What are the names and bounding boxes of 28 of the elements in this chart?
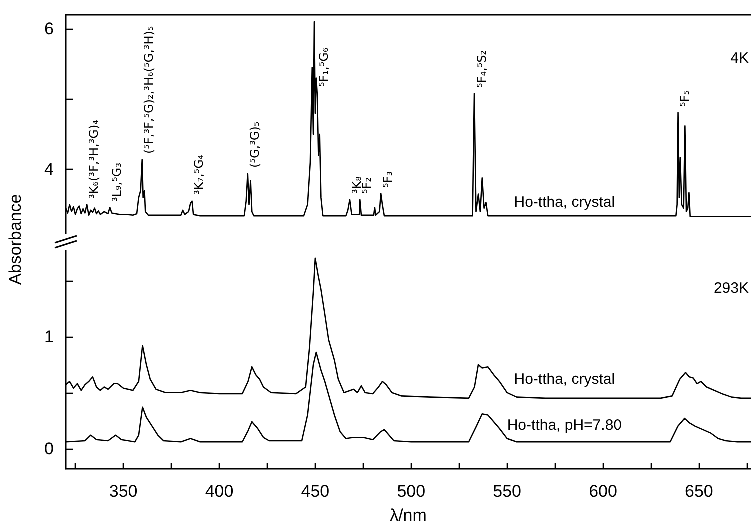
annotation: 293K xyxy=(714,280,749,297)
x-tick-label: 650 xyxy=(685,482,714,501)
series-label: Ho-ttha, pH=7.80 xyxy=(507,416,622,434)
y-tick-label: 1 xyxy=(44,327,54,346)
annotation: ⁵F₁,⁵G₆ xyxy=(317,48,332,88)
annotation: 4K xyxy=(730,50,749,67)
x-tick-label: 500 xyxy=(397,482,426,501)
y-axis-title: Absorbance xyxy=(6,194,26,286)
annotation: ⁵F₄,⁵S₂ xyxy=(474,50,488,88)
annotation: ⁵F₅ xyxy=(678,90,692,107)
y-tick-label: 0 xyxy=(44,439,54,458)
annotation: (⁵G,³G)₅ xyxy=(248,122,262,168)
y-tick-label: 6 xyxy=(44,20,54,39)
annotation: ³L₉,⁵G₃ xyxy=(110,162,124,202)
annotation: (⁵F,³F,⁵G)₂,³H₆(⁵G,³H)₅ xyxy=(142,26,156,154)
x-tick-label: 550 xyxy=(493,482,522,501)
series-label: Ho-ttha, crystal xyxy=(514,370,616,388)
x-tick-label: 350 xyxy=(109,482,138,501)
x-tick-label: 600 xyxy=(589,482,618,501)
x-axis-title: λ/nm xyxy=(390,506,427,525)
x-tick-label: 400 xyxy=(205,482,234,501)
annotation: ⁵F₃ xyxy=(381,171,396,188)
series-label: Ho-ttha, crystal xyxy=(514,194,616,212)
annotation: ³K₆(³F,³H,³G)₄ xyxy=(87,120,102,199)
x-tick-label: 450 xyxy=(301,482,330,501)
annotation: ³K₇,⁵G₄ xyxy=(192,155,206,196)
annotation: ⁵F₂ xyxy=(360,177,374,194)
y-tick-label: 4 xyxy=(44,160,54,180)
